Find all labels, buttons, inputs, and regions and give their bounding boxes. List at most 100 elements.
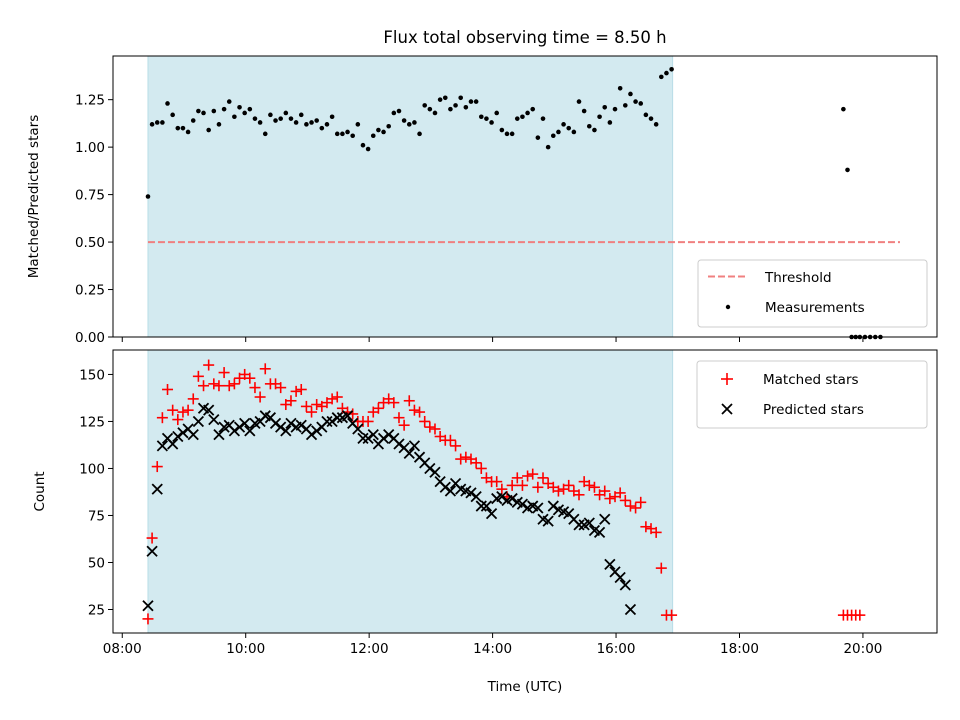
matched-stars-point — [223, 380, 235, 392]
measurements-point — [309, 120, 314, 125]
matched-stars-point — [475, 462, 487, 474]
measurements-point — [612, 106, 618, 112]
measurements-point — [365, 146, 371, 152]
matched-stars-legend-label: Matched stars — [763, 372, 859, 388]
measurements-point — [165, 101, 170, 106]
chart-title: Flux total observing time = 8.50 h — [383, 28, 666, 47]
measurements-point — [422, 103, 428, 108]
matched-stars-point — [516, 479, 528, 491]
ratio-panel: 0.00 0.25 0.50 0.75 1.00 1.25 Matched/Predict… — [26, 55, 938, 346]
measurements-point — [226, 99, 232, 104]
measurements-point — [561, 122, 566, 127]
measurements-point — [453, 103, 458, 108]
predicted-stars-point — [547, 500, 559, 512]
measurements-point — [592, 127, 597, 133]
measurements-point — [288, 116, 294, 121]
matched-stars-point — [198, 380, 210, 392]
measurements-point — [478, 114, 484, 120]
count-plot-frame — [112, 349, 938, 634]
measurements-point — [550, 133, 556, 139]
predicted-stars-point — [573, 519, 585, 531]
measurements-point — [664, 70, 669, 76]
ratio-legend: Threshold Measurements — [697, 259, 928, 328]
ratio-y-tick-label: 0.75 — [75, 188, 105, 204]
matched-stars-point — [450, 440, 462, 452]
ratio-y-ticks: 0.00 0.25 0.50 0.75 1.00 1.25 — [75, 93, 113, 346]
count-marks — [142, 359, 866, 625]
matched-stars-point — [496, 483, 508, 495]
measurements-point — [442, 95, 448, 101]
predicted-stars-point — [151, 483, 163, 495]
measurements-point — [628, 91, 633, 97]
measurements-point — [417, 131, 422, 137]
predicted-stars-point — [439, 481, 451, 493]
matched-stars-point — [655, 562, 667, 574]
measurements-point — [571, 129, 577, 135]
predicted-stars-point — [280, 425, 292, 437]
count-y-tick-label: 75 — [88, 508, 105, 524]
predicted-stars-point — [233, 421, 246, 433]
ratio-legend-box — [697, 259, 928, 328]
measurements-point — [597, 114, 602, 120]
ratio-y-axis-label: Matched/Predicted stars — [26, 115, 42, 278]
matched-stars-point — [372, 402, 384, 414]
matched-stars-point — [331, 391, 343, 403]
matched-stars-point — [295, 383, 307, 395]
predicted-stars-point — [357, 432, 369, 445]
measurements-point — [841, 106, 846, 112]
predicted-stars-point — [177, 427, 189, 439]
predicted-stars-point — [295, 419, 307, 431]
matched-stars-point — [604, 493, 616, 505]
predicted-stars-point — [362, 432, 374, 445]
count-legend-box — [696, 360, 928, 429]
matched-stars-point — [151, 461, 163, 473]
predicted-stars-point — [326, 415, 338, 428]
predicted-stars-legend-swatch — [721, 403, 733, 415]
measurements-point — [334, 131, 340, 137]
matched-stars-point — [306, 406, 318, 418]
matched-stars-point — [666, 609, 678, 621]
measurements-point — [170, 112, 175, 118]
matched-stars-point — [182, 404, 194, 416]
predicted-stars-point — [187, 428, 199, 441]
predicted-stars-point — [203, 404, 215, 416]
measurements-point — [602, 104, 608, 110]
predicted-stars-point — [213, 428, 225, 441]
matched-stars-point — [393, 412, 405, 424]
matched-stars-point — [244, 372, 256, 384]
predicted-stars-point — [146, 545, 158, 557]
x-tick-label: 16:00 — [597, 641, 636, 657]
predicted-stars-point — [383, 428, 395, 441]
predicted-stars-point — [167, 438, 179, 450]
measurements-point — [180, 125, 186, 131]
x-tick-label: 10:00 — [226, 641, 265, 657]
measurements-point — [201, 110, 206, 116]
x-tick-label: 14:00 — [473, 641, 512, 657]
measurements-point — [329, 114, 335, 120]
matched-stars-point — [583, 479, 595, 491]
measurements-point — [535, 135, 541, 140]
predicted-stars-point — [156, 440, 169, 452]
measurements-point — [845, 167, 850, 173]
predicted-stars-point — [269, 417, 282, 429]
measurements-point — [509, 131, 515, 137]
matched-stars-point — [619, 494, 631, 506]
predicted-stars-point — [393, 438, 405, 450]
predicted-stars-point — [377, 432, 390, 445]
matched-stars-point — [228, 378, 240, 390]
measurements-point — [319, 125, 325, 131]
measurements-legend-label: Measurements — [765, 300, 865, 316]
measurements-point — [283, 110, 289, 116]
predicted-stars-point — [208, 413, 220, 426]
ratio-y-tick-label: 0.50 — [75, 235, 105, 251]
measurements-point — [401, 118, 407, 123]
count-y-ticks: 25 50 75 100 125 150 — [79, 367, 113, 618]
predicted-stars-point — [244, 425, 256, 437]
measurements-point — [406, 122, 412, 127]
measurements-point — [520, 114, 525, 120]
predicted-stars-point — [485, 507, 498, 520]
measurements-point — [196, 108, 201, 114]
measurements-point — [653, 122, 659, 127]
matched-stars-point — [419, 415, 431, 427]
